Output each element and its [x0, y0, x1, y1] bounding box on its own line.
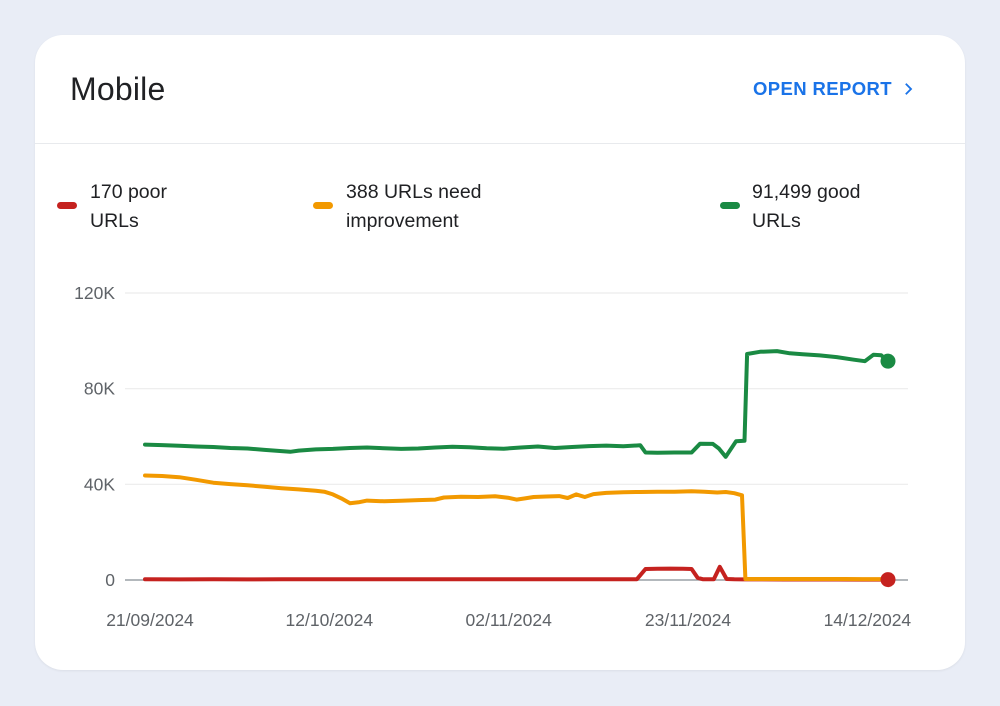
x-tick-label: 12/10/2024 — [286, 610, 374, 630]
open-report-link[interactable]: OPEN REPORT — [753, 78, 920, 100]
chart-gridlines — [125, 292, 908, 581]
card-header: Mobile OPEN REPORT — [70, 35, 920, 143]
y-tick-label: 80K — [84, 379, 115, 399]
series-line-urls-need-improvement[interactable] — [143, 473, 890, 582]
legend-label-good: 91,499 good URLs — [752, 181, 861, 232]
need-improvement-series-swatch — [313, 202, 333, 209]
x-tick-label: 21/09/2024 — [106, 610, 194, 630]
chart-y-axis-labels: 0 40K 80K 120K — [74, 283, 115, 590]
open-report-label: OPEN REPORT — [752, 78, 892, 99]
x-tick-label: 23/11/2024 — [645, 610, 732, 630]
chart-x-axis-labels: 21/09/2024 12/10/2024 02/11/2024 23/11/2024… — [106, 610, 911, 630]
chart-end-dots — [880, 353, 896, 588]
core-web-vitals-card: Mobile OPEN REPORT 170 poor URLs 388 URL… — [35, 35, 965, 670]
x-tick-label: 14/12/2024 — [824, 610, 912, 630]
good-series-swatch — [720, 202, 740, 209]
header-divider — [35, 143, 965, 144]
y-tick-label: 0 — [105, 570, 115, 590]
series-line-good-urls[interactable] — [143, 349, 890, 459]
legend-label-poor: 170 poor URLs — [90, 181, 167, 232]
y-tick-label: 40K — [84, 474, 115, 494]
chart-series-lines — [143, 349, 890, 582]
chevron-right-icon — [905, 83, 913, 95]
legend-label-need-improvement: 388 URLs need improvement — [346, 181, 482, 232]
card-title: Mobile — [70, 70, 166, 107]
poor-series-swatch — [57, 202, 77, 209]
y-tick-label: 120K — [74, 283, 115, 303]
x-tick-label: 02/11/2024 — [466, 610, 553, 630]
